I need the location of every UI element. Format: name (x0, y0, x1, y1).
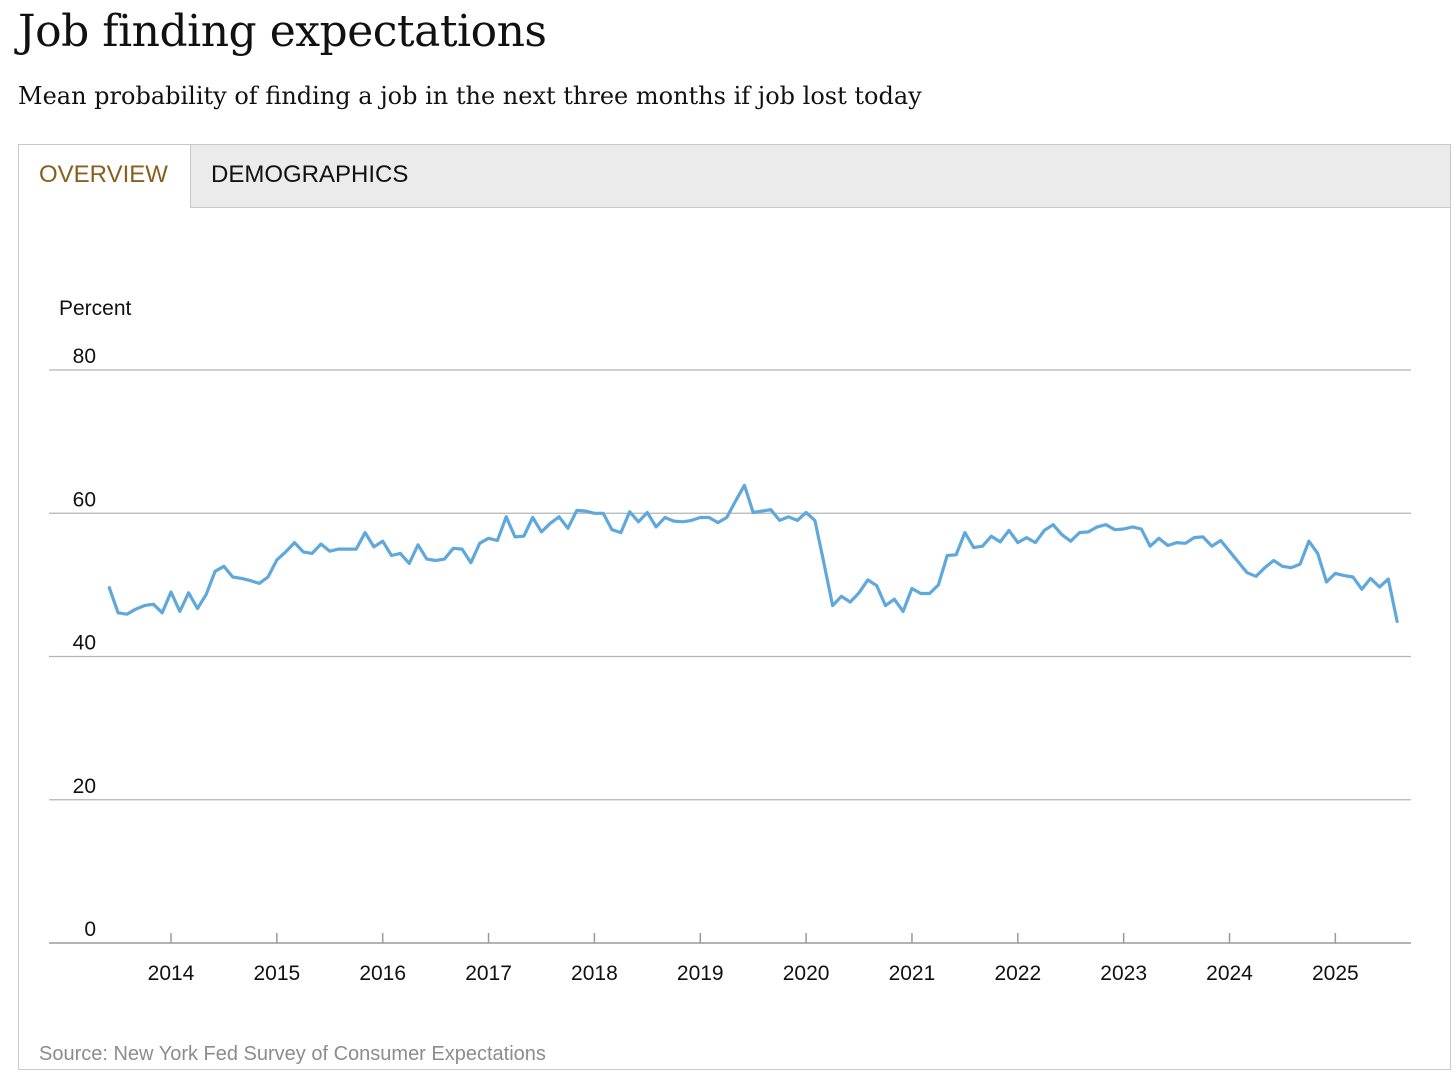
y-tick-label: 0 (84, 918, 96, 941)
y-tick-label: 60 (73, 488, 96, 511)
page-subtitle: Mean probability of finding a job in the… (18, 82, 922, 110)
series-layer (107, 483, 1399, 623)
x-tick-label: 2015 (253, 962, 300, 985)
y-tick-label: 20 (73, 775, 96, 798)
x-tick-label: 2025 (1312, 962, 1359, 985)
x-tick-label: 2023 (1100, 962, 1147, 985)
tab-demographics[interactable]: DEMOGRAPHICS (211, 161, 409, 188)
x-tick-label: 2019 (677, 962, 724, 985)
y-axis-title: Percent (59, 297, 132, 320)
series-line (107, 483, 1399, 623)
tab-bar: OVERVIEW DEMOGRAPHICS (19, 145, 1450, 208)
x-tick-label: 2024 (1206, 962, 1253, 985)
x-axis-ticks: 2014 2015 2016 2017 2018 2019 2020 2021 2022 2023… (148, 933, 1359, 985)
x-tick-label: 2014 (148, 962, 195, 985)
tab-overview[interactable]: OVERVIEW (19, 145, 191, 208)
x-tick-label: 2017 (465, 962, 512, 985)
x-tick-label: 2021 (889, 962, 936, 985)
chart-panel: OVERVIEW DEMOGRAPHICS Percent 0 20 40 60 80 … (18, 144, 1451, 1070)
x-tick-label: 2022 (994, 962, 1041, 985)
y-tick-label: 40 (73, 632, 96, 655)
page-title: Job finding expectations (18, 6, 547, 57)
y-tick-labels: 0 20 40 60 80 (73, 345, 96, 941)
x-tick-label: 2020 (783, 962, 830, 985)
x-tick-label: 2016 (359, 962, 406, 985)
source-note: Source: New York Fed Survey of Consumer … (39, 1043, 546, 1065)
y-tick-label: 80 (73, 345, 96, 368)
gridlines (49, 369, 1411, 944)
x-tick-label: 2018 (571, 962, 618, 985)
